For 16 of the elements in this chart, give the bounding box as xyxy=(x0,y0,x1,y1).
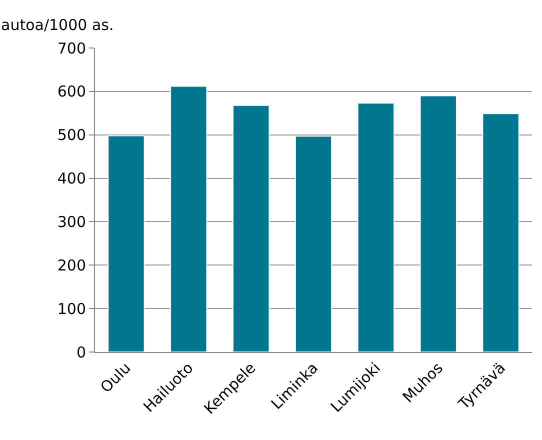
bar xyxy=(108,135,145,352)
bar xyxy=(294,136,332,352)
bar xyxy=(420,95,457,352)
y-tick-label: 600 xyxy=(57,82,86,101)
y-tick-label: 500 xyxy=(57,126,86,144)
y-tick-label: 700 xyxy=(57,39,86,58)
y-axis-title: autoa/1000 as. xyxy=(1,16,114,34)
y-tick-label: 100 xyxy=(57,300,86,318)
y-tick-label: 200 xyxy=(57,256,86,274)
y-tick-label: 300 xyxy=(57,212,86,231)
bar xyxy=(170,86,208,352)
y-tick-label: 400 xyxy=(57,170,86,188)
bar xyxy=(357,102,395,352)
y-tick-label: 0 xyxy=(76,343,86,362)
bar xyxy=(232,104,270,352)
bar xyxy=(482,113,520,352)
